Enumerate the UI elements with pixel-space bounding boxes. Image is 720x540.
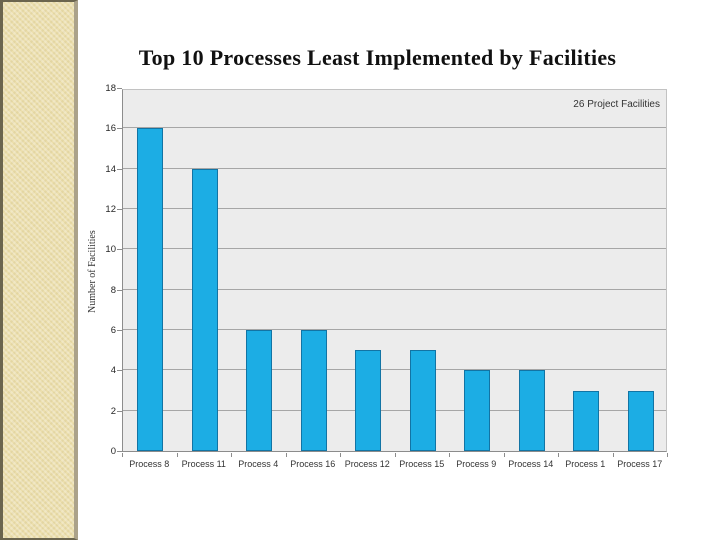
- x-tick-label: Process 8: [129, 459, 170, 469]
- x-tick-label: Process 9: [456, 459, 497, 469]
- x-tick-label: Process 1: [565, 459, 606, 469]
- y-tick-mark: [117, 370, 122, 372]
- gridline: [123, 369, 666, 371]
- x-boundary-tick: [449, 453, 450, 457]
- y-tick-mark: [117, 168, 122, 170]
- y-tick-label: 2: [110, 405, 116, 417]
- x-tick-label: Process 11: [181, 459, 226, 469]
- bar: [573, 390, 600, 451]
- x-tick-label: Process 16: [290, 459, 336, 469]
- y-axis-tick-labels: 0 2 4 6 8 10 12 14 16 18: [80, 83, 116, 457]
- chart-title: Top 10 Processes Least Implemented by Fa…: [138, 45, 617, 70]
- x-boundary-tick: [503, 453, 505, 457]
- y-tick-mark: [117, 330, 122, 331]
- bar: [355, 350, 382, 451]
- y-tick-label: 12: [105, 204, 116, 215]
- y-tick-label: 8: [110, 284, 116, 296]
- y-tick-label: 16: [105, 123, 116, 135]
- x-axis-labels: Process 8 Process 11 Process 4 Process 16 Pr…: [122, 453, 668, 477]
- bar: [518, 370, 545, 451]
- bar: [191, 168, 218, 451]
- gridline: [123, 248, 666, 250]
- y-tick-label: 10: [105, 244, 116, 256]
- y-tick-mark: [117, 128, 122, 130]
- y-tick-mark: [117, 451, 122, 452]
- y-tick-label: 18: [105, 83, 116, 94]
- gridline: [123, 329, 666, 330]
- gridline: [123, 127, 666, 129]
- bar: [409, 350, 436, 451]
- legend-label: 26 Project Facilities: [573, 99, 660, 110]
- y-tick-mark: [117, 289, 122, 291]
- x-boundary-tick: [394, 453, 396, 457]
- x-tick-label: Process 14: [508, 459, 554, 469]
- bar: [300, 330, 327, 451]
- gridline: [123, 208, 666, 209]
- y-tick-label: 4: [110, 365, 116, 377]
- x-tick-label: Process 4: [238, 459, 279, 469]
- x-tick-label: Process 12: [344, 459, 390, 469]
- gridline: [123, 167, 666, 169]
- x-tick-label: Process 17: [617, 459, 663, 469]
- gridline: [123, 409, 666, 411]
- decorative-sidebar: [0, 0, 78, 540]
- y-tick-label: 0: [110, 446, 116, 457]
- y-tick-mark: [117, 209, 122, 210]
- x-boundary-tick: [340, 453, 341, 457]
- y-tick-label: 6: [110, 325, 116, 336]
- y-tick-mark: [117, 249, 122, 251]
- x-boundary-tick: [122, 453, 123, 457]
- y-tick-mark: [117, 88, 122, 89]
- bar: [464, 370, 491, 451]
- bar: [627, 390, 654, 451]
- x-boundary-tick: [558, 453, 559, 457]
- y-tick-label: 14: [105, 163, 116, 175]
- x-boundary-tick: [176, 453, 178, 457]
- bar: [137, 128, 164, 451]
- plot-area: 26 Project Facilities: [122, 89, 667, 452]
- y-tick-mark: [117, 410, 122, 412]
- bar: [246, 330, 273, 451]
- x-boundary-tick: [667, 453, 668, 457]
- gridline: [123, 288, 666, 290]
- x-boundary-tick: [231, 453, 232, 457]
- y-axis-tick-marks: [117, 88, 122, 452]
- x-boundary-tick: [285, 453, 287, 457]
- x-boundary-tick: [612, 453, 614, 457]
- x-tick-label: Process 15: [399, 459, 445, 469]
